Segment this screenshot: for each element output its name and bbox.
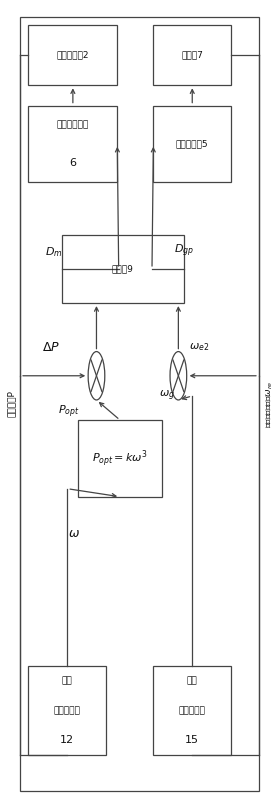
Bar	[153, 666, 231, 755]
Bar	[62, 234, 184, 303]
Text: 15: 15	[185, 735, 199, 745]
Text: 6: 6	[69, 158, 76, 168]
Text: 定量液压泵2: 定量液压泵2	[57, 51, 89, 60]
Text: 转速传感器: 转速传感器	[54, 706, 81, 715]
Bar	[153, 106, 231, 182]
Bar	[153, 25, 231, 86]
Text: 控制图9: 控制图9	[112, 264, 134, 273]
Text: 转速传感器: 转速传感器	[179, 706, 206, 715]
Text: 变量液压马达: 变量液压马达	[57, 120, 89, 129]
Text: $D_m$: $D_m$	[45, 245, 62, 259]
Text: $\omega_g$: $\omega_g$	[159, 389, 175, 403]
Text: 变量液压权5: 变量液压权5	[176, 139, 209, 149]
Text: $\omega_{e2}$: $\omega_{e2}$	[189, 342, 210, 353]
Bar	[28, 106, 117, 182]
Text: $\omega$: $\omega$	[68, 527, 80, 540]
Text: 第一: 第一	[62, 676, 73, 685]
Text: 12: 12	[60, 735, 74, 745]
Text: 实测功率P: 实测功率P	[7, 390, 16, 418]
Text: $P_{opt}=k\omega^3$: $P_{opt}=k\omega^3$	[92, 448, 148, 469]
Circle shape	[170, 351, 187, 400]
Circle shape	[88, 351, 105, 400]
Text: $\Delta P$: $\Delta P$	[42, 341, 60, 354]
Text: 发电机目标转速$\omega_{re}$: 发电机目标转速$\omega_{re}$	[265, 381, 275, 427]
Text: $D_{gp}$: $D_{gp}$	[174, 242, 194, 259]
Bar	[78, 420, 162, 497]
Text: 发电机7: 发电机7	[181, 51, 203, 60]
Text: $P_{opt}$: $P_{opt}$	[58, 404, 80, 420]
Bar	[28, 666, 106, 755]
Bar	[28, 25, 117, 86]
Bar	[20, 17, 259, 791]
Text: 第二: 第二	[187, 676, 198, 685]
